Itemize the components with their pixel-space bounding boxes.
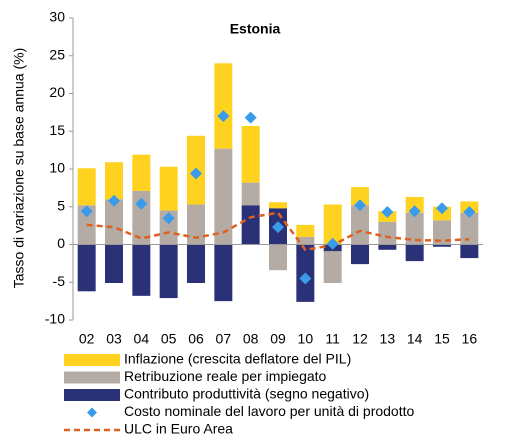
bar-segment [405, 196, 424, 213]
line [86, 211, 470, 252]
bar-segment [241, 205, 260, 245]
bar-segment [159, 244, 178, 299]
bar-segment [296, 236, 315, 245]
bar-segment [460, 212, 479, 245]
legend-swatch [87, 407, 97, 418]
x-tick-label: 03 [106, 331, 122, 347]
diamond-marker [381, 206, 394, 219]
bar-segment [269, 244, 287, 271]
bar-segment [351, 205, 369, 245]
bar-segment [159, 166, 178, 211]
bar-segment [351, 187, 369, 206]
diamond-marker [354, 199, 366, 212]
y-tick-label: 20 [49, 84, 65, 100]
x-tick-label: 09 [270, 331, 286, 347]
diamond-marker [190, 167, 202, 180]
diamond-marker [108, 194, 120, 207]
bar-segment [378, 221, 397, 245]
x-tick-label: 16 [462, 331, 478, 347]
y-tick-label: 30 [49, 9, 65, 25]
bar-segment [433, 220, 451, 245]
bar-segment [241, 125, 260, 183]
y-axis-label: Tasso di variazione su base annua (%) [11, 48, 27, 288]
diamond-marker [272, 221, 284, 234]
x-tick-label: 14 [407, 331, 423, 347]
bar-segment [132, 244, 151, 296]
y-tick-label: -5 [53, 273, 66, 289]
diamond-marker [244, 111, 257, 124]
bar-segment [405, 212, 424, 245]
legend-label: Retribuzione reale per impiegato [124, 368, 327, 384]
diamond-marker [408, 205, 421, 218]
bar-segment [105, 199, 123, 245]
x-tick-label: 07 [216, 331, 232, 347]
bar-segment [132, 154, 151, 191]
bar-segment [351, 244, 369, 265]
x-tick-label: 11 [325, 331, 340, 347]
bar-segment [105, 162, 123, 200]
bar-segment [323, 251, 342, 284]
bar-segment [214, 63, 233, 149]
bar-segment [405, 244, 424, 262]
bar-segment [323, 204, 342, 245]
bar-segment [378, 244, 397, 250]
bar-segment [269, 202, 287, 209]
diamond-marker [436, 202, 448, 215]
y-tick-label: 10 [49, 160, 65, 176]
legend-swatch [64, 389, 120, 401]
x-tick-label: 06 [188, 331, 204, 347]
chart-title: Estonia [230, 21, 281, 37]
x-tick-label: 15 [434, 331, 450, 347]
bar-segment [296, 224, 315, 237]
y-tick-label: -10 [45, 311, 65, 327]
bar-segment [241, 182, 260, 206]
diamond-marker [463, 206, 476, 219]
bar-segment [460, 244, 479, 259]
y-tick-label: 0 [57, 235, 65, 251]
bar-segment [187, 204, 205, 245]
x-tick-label: 08 [243, 331, 259, 347]
x-tick-label: 13 [380, 331, 396, 347]
x-tick-label: 02 [79, 331, 95, 347]
x-tick-label: 05 [161, 331, 177, 347]
bar-segment [214, 244, 233, 302]
diamond-marker [326, 237, 339, 250]
y-tick-label: 5 [57, 197, 65, 213]
y-tick-label: 15 [49, 122, 65, 138]
bar-segment [77, 168, 96, 206]
bar-segment [187, 244, 205, 284]
diamond-marker [80, 205, 93, 218]
y-tick-label: 25 [49, 46, 65, 62]
legend-label: Costo nominale del lavoro per unità di p… [124, 403, 415, 419]
x-tick-label: 12 [352, 331, 368, 347]
diamond-marker [299, 272, 312, 285]
bar-segment [77, 244, 96, 292]
bar-segment [433, 244, 451, 247]
legend-label: ULC in Euro Area [124, 421, 233, 437]
legend-swatch [64, 371, 120, 384]
bar-segment [105, 244, 123, 284]
diamond-marker [162, 212, 175, 225]
diamond-marker [217, 110, 230, 123]
diamond-marker [135, 197, 148, 210]
x-tick-label: 04 [134, 331, 150, 347]
legend-swatch [64, 354, 120, 366]
legend-label: Inflazione (crescita deflatore del PIL) [124, 351, 351, 367]
x-tick-label: 10 [298, 331, 314, 347]
legend-label: Contributo produttività (segno negativo) [124, 386, 369, 402]
bar-segment [214, 148, 233, 245]
